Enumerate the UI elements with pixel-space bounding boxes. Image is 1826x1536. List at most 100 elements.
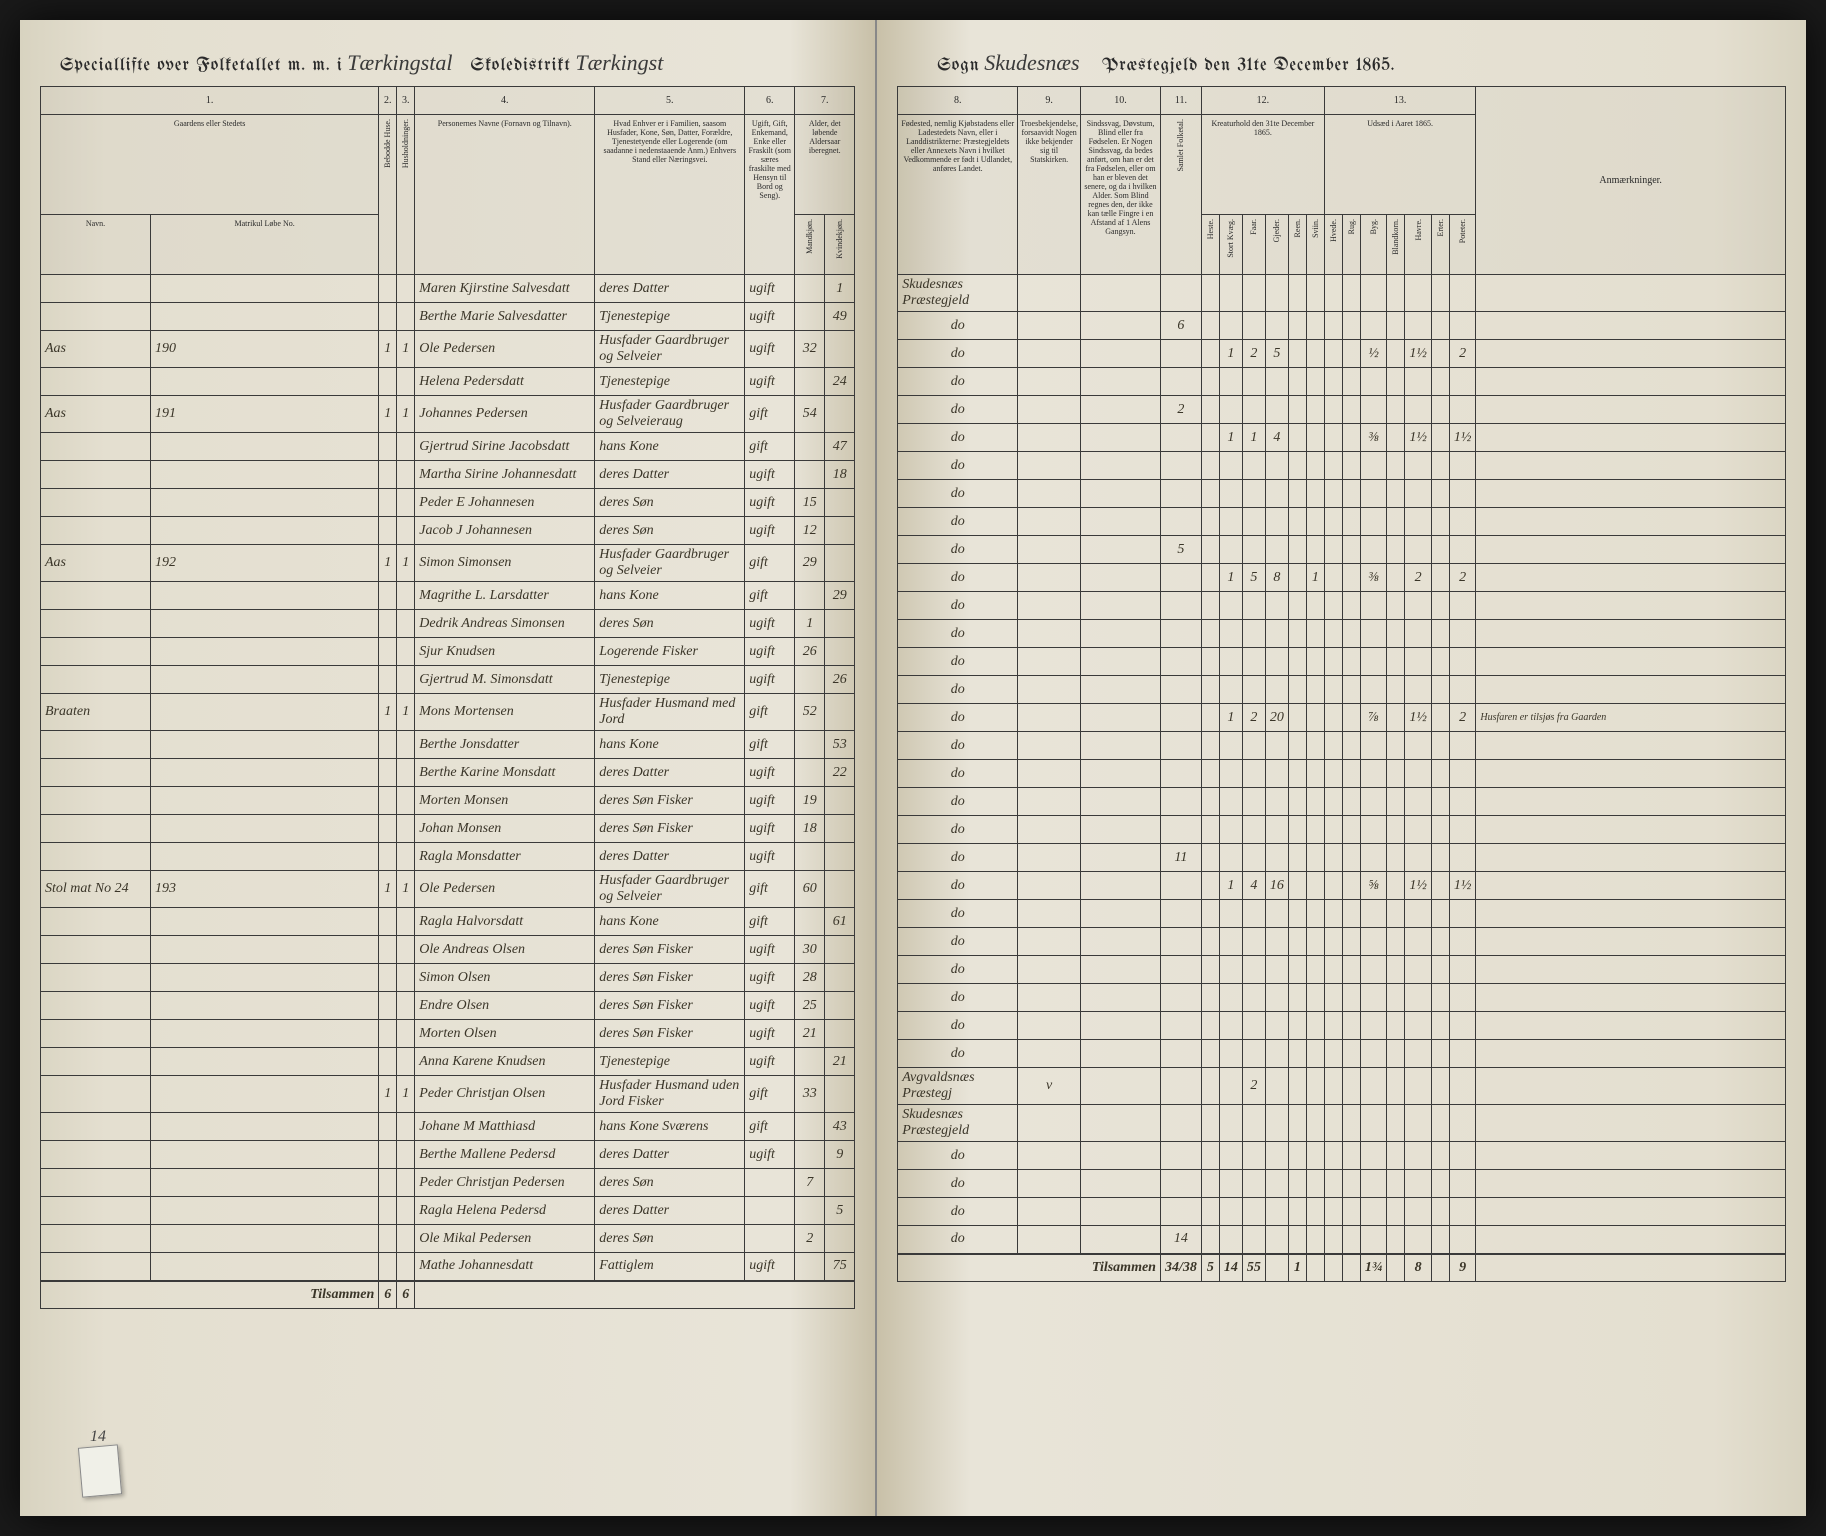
- cell: [1018, 480, 1081, 508]
- cell: ugift: [745, 303, 795, 331]
- cell: [1288, 788, 1306, 816]
- table-row: Simon Olsenderes Søn Fiskerugift28: [41, 964, 855, 992]
- table-row: Berthe Jonsdatterhans Konegift53: [41, 731, 855, 759]
- cell: [1476, 1012, 1786, 1040]
- cell: 1: [1219, 872, 1242, 900]
- cell: [1324, 872, 1342, 900]
- cell: [1306, 928, 1324, 956]
- cell: [1476, 956, 1786, 984]
- cell: [41, 992, 151, 1020]
- table-row: do: [898, 1198, 1786, 1226]
- cell: [1449, 508, 1476, 536]
- cell: [1476, 1068, 1786, 1105]
- table-row: Maren Kjirstine Salvesdattderes Datterug…: [41, 275, 855, 303]
- cell: [1405, 816, 1432, 844]
- cell: [1265, 1198, 1288, 1226]
- cell: ugift: [745, 1048, 795, 1076]
- cell: ugift: [745, 517, 795, 545]
- cell: [1080, 1105, 1160, 1142]
- table-row: Peder Christjan Pedersenderes Søn7: [41, 1169, 855, 1197]
- cell: [1431, 816, 1449, 844]
- cell: [379, 1020, 397, 1048]
- parish-name: Tærkingst: [575, 50, 663, 75]
- cell: [1360, 312, 1387, 340]
- cell: [1288, 620, 1306, 648]
- table-row: Peder E Johannesenderes Sønugift15: [41, 489, 855, 517]
- cell: [1018, 592, 1081, 620]
- cell: [1324, 1142, 1342, 1170]
- table-row: do: [898, 676, 1786, 704]
- cell: [1360, 1040, 1387, 1068]
- cell: [1018, 704, 1081, 732]
- cell: Jacob J Johannesen: [415, 517, 595, 545]
- sogn-name: Skudesnæs: [984, 50, 1079, 75]
- table-row: Sjur KnudsenLogerende Fiskerugift26: [41, 638, 855, 666]
- cell: [379, 517, 397, 545]
- cell: [1265, 312, 1288, 340]
- cell: [379, 610, 397, 638]
- cell: [1387, 592, 1405, 620]
- cell: [1160, 1040, 1201, 1068]
- cell: [1476, 844, 1786, 872]
- cell: [1018, 984, 1081, 1012]
- cell: [1431, 1226, 1449, 1254]
- cell: 1: [397, 396, 415, 433]
- table-row: 11Peder Christjan OlsenHusfader Husmand …: [41, 1076, 855, 1113]
- cell: [1219, 984, 1242, 1012]
- cell: [41, 1048, 151, 1076]
- cell: [379, 843, 397, 871]
- cell: [1476, 620, 1786, 648]
- cell: [1342, 424, 1360, 452]
- cell: [1449, 1226, 1476, 1254]
- cell: [1018, 508, 1081, 536]
- table-row: do: [898, 592, 1786, 620]
- cell: [1242, 1105, 1265, 1142]
- cell: [1201, 1068, 1219, 1105]
- cell: [825, 964, 855, 992]
- cell: [1080, 368, 1160, 396]
- cell: [1080, 648, 1160, 676]
- cell: [825, 396, 855, 433]
- cell: [1306, 676, 1324, 704]
- cell: [41, 275, 151, 303]
- cell: [1360, 1105, 1387, 1142]
- cell: [1324, 508, 1342, 536]
- cell: [1449, 396, 1476, 424]
- cell: do: [898, 1142, 1018, 1170]
- cell: 60: [795, 871, 825, 908]
- cell: [1324, 900, 1342, 928]
- col-1: 1.: [41, 87, 379, 115]
- cell: [745, 1197, 795, 1225]
- cell: [1449, 676, 1476, 704]
- cell: [379, 303, 397, 331]
- cell: [1324, 1012, 1342, 1040]
- cell: [1201, 1170, 1219, 1198]
- cell: [1018, 275, 1081, 312]
- cell: [151, 489, 379, 517]
- cell: 1: [379, 396, 397, 433]
- cell: [1324, 1170, 1342, 1198]
- table-row: Dedrik Andreas Simonsenderes Sønugift1: [41, 610, 855, 638]
- cell: [1242, 1012, 1265, 1040]
- cell: Maren Kjirstine Salvesdatt: [415, 275, 595, 303]
- cell: hans Kone: [595, 731, 745, 759]
- cell: [795, 582, 825, 610]
- cell: 20: [1265, 704, 1288, 732]
- cell: [1160, 452, 1201, 480]
- cell: [1242, 788, 1265, 816]
- cell: [41, 610, 151, 638]
- table-row: Stol mat No 2419311Ole PedersenHusfader …: [41, 871, 855, 908]
- cell: [1201, 704, 1219, 732]
- cell: 2: [1242, 340, 1265, 368]
- cell: [379, 1169, 397, 1197]
- cell: 6: [1160, 312, 1201, 340]
- cell: [1018, 816, 1081, 844]
- cell: [1405, 620, 1432, 648]
- cell: [1288, 732, 1306, 760]
- cell: [1342, 312, 1360, 340]
- cell: [1431, 648, 1449, 676]
- cell: [1080, 1040, 1160, 1068]
- cell: [1265, 760, 1288, 788]
- cell: [1324, 732, 1342, 760]
- cell: [1306, 1226, 1324, 1254]
